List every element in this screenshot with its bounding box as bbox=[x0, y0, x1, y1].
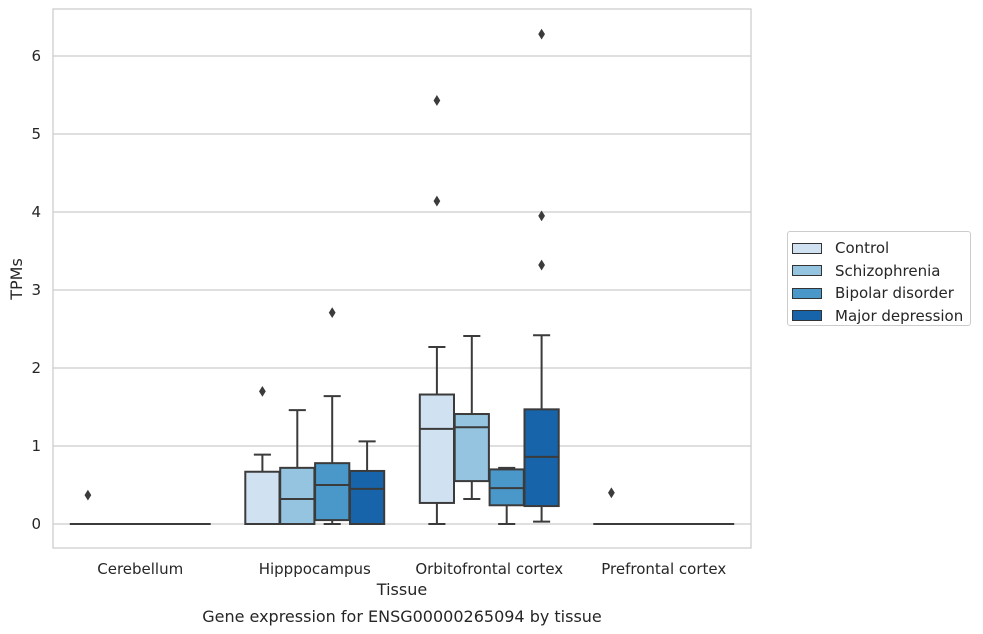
outlier-point bbox=[608, 487, 615, 499]
outlier-point bbox=[538, 259, 545, 271]
box-major-depression bbox=[348, 440, 386, 525]
plot-frame bbox=[52, 8, 752, 549]
outlier-point bbox=[538, 210, 545, 222]
legend-swatch bbox=[792, 242, 822, 254]
x-tick-label: Prefrontal cortex bbox=[601, 560, 726, 578]
legend-label: Control bbox=[835, 239, 890, 258]
x-tick-label: Cerebellum bbox=[97, 560, 183, 578]
outlier-point bbox=[433, 95, 441, 106]
box-control bbox=[69, 489, 107, 526]
legend-swatch bbox=[792, 287, 822, 299]
box bbox=[314, 462, 351, 522]
box-plots bbox=[69, 28, 735, 526]
legend-item: Schizophrenia bbox=[788, 260, 970, 283]
y-tick-label: 6 bbox=[31, 47, 41, 65]
box bbox=[348, 469, 386, 525]
box-control bbox=[593, 487, 630, 526]
outlier-point bbox=[328, 307, 336, 319]
outlier-point bbox=[433, 195, 441, 207]
y-tick-label: 0 bbox=[31, 515, 41, 533]
y-tick-label: 5 bbox=[31, 125, 41, 143]
x-tick-label: Hipppocampus bbox=[259, 560, 371, 578]
legend: Control Schizophrenia Bipolar disorder Majo… bbox=[787, 231, 971, 326]
box bbox=[279, 466, 316, 525]
x-tick-label: Orbitofrontal cortex bbox=[415, 560, 563, 578]
y-tick-label: 2 bbox=[31, 359, 41, 377]
outlier-point bbox=[259, 386, 266, 397]
box bbox=[453, 413, 490, 483]
box-bipolar-disorder bbox=[314, 307, 351, 525]
legend-item: Bipolar disorder bbox=[788, 282, 970, 305]
box-bipolar-disorder bbox=[488, 466, 525, 525]
box-control bbox=[244, 386, 281, 525]
legend-item: Major depression bbox=[788, 305, 970, 328]
box bbox=[418, 393, 456, 504]
outlier-point bbox=[538, 28, 545, 40]
chart-title: Gene expression for ENSG00000265094 by t… bbox=[202, 607, 602, 626]
box-major-depression bbox=[523, 28, 560, 523]
legend-swatch bbox=[792, 265, 822, 277]
legend-swatch bbox=[792, 310, 822, 322]
x-tick-labels: Cerebellum Hipppocampus Orbitofrontal cort… bbox=[97, 560, 726, 578]
grid-lines bbox=[53, 55, 751, 525]
legend-label: Schizophrenia bbox=[835, 261, 941, 280]
y-axis-label: TPMs bbox=[7, 258, 26, 301]
box-schizophrenia bbox=[453, 335, 490, 501]
x-axis-label: Tissue bbox=[376, 580, 427, 599]
outlier-point bbox=[84, 489, 92, 501]
box-control bbox=[418, 95, 456, 525]
y-tick-label: 4 bbox=[31, 203, 41, 221]
legend-item: Control bbox=[788, 237, 970, 260]
y-tick-labels: 0 1 2 3 4 5 6 bbox=[31, 47, 41, 533]
y-tick-label: 1 bbox=[31, 437, 41, 455]
box bbox=[244, 470, 281, 525]
legend-label: Bipolar disorder bbox=[835, 284, 954, 303]
legend-label: Major depression bbox=[835, 306, 964, 325]
y-tick-label: 3 bbox=[31, 281, 41, 299]
box-schizophrenia bbox=[279, 409, 316, 525]
